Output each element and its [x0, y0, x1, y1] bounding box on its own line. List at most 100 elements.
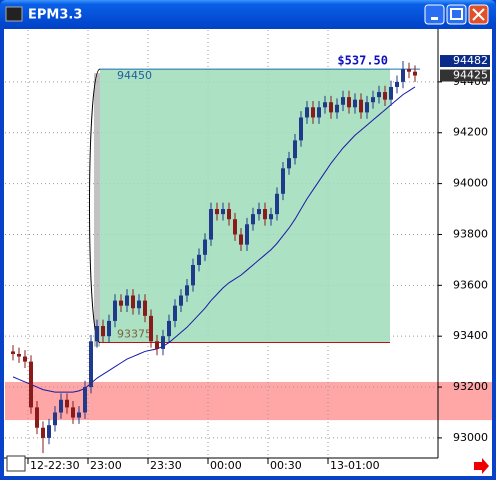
candle-body: [167, 320, 171, 337]
candle-body: [209, 209, 213, 240]
corner-box[interactable]: [6, 455, 26, 472]
candle-body: [53, 412, 57, 426]
candle-body: [95, 326, 99, 342]
x-tick-label: 00:30: [270, 459, 302, 472]
candle-body: [197, 254, 201, 265]
candle-body: [29, 361, 33, 408]
candle-body: [221, 209, 225, 215]
plot: 9300093200934009360093800940009420094400…: [5, 30, 492, 472]
candle-body: [413, 71, 417, 76]
candle-body: [119, 300, 123, 306]
candle-body: [347, 97, 351, 108]
candle-body: [293, 140, 297, 159]
candle-body: [155, 341, 159, 349]
candle-body: [317, 107, 321, 118]
candle-body: [395, 81, 399, 87]
candle-body: [377, 92, 381, 98]
minimize-glyph: [431, 17, 438, 20]
price-marker: [440, 69, 490, 82]
candle-body: [101, 326, 105, 337]
candle-body: [263, 209, 267, 220]
candle-body: [353, 99, 357, 108]
x-tick-label: 13-01:00: [330, 459, 380, 472]
candle-body: [71, 407, 75, 418]
candle-body: [107, 320, 111, 337]
candle-body: [281, 168, 285, 194]
price-marker: [440, 55, 490, 68]
x-tick-label: 00:00: [210, 459, 242, 472]
candle-body: [179, 295, 183, 306]
candle-body: [401, 69, 405, 82]
candle-body: [23, 356, 27, 362]
candle-body: [41, 427, 45, 438]
minimize-button[interactable]: [424, 4, 445, 25]
candle-body: [305, 107, 309, 118]
candle-body: [245, 224, 249, 245]
profit-label: $537.50: [337, 54, 388, 68]
x-tick-label: 23:00: [90, 459, 122, 472]
candle-body: [113, 300, 117, 321]
y-tick-label: 94200: [453, 126, 488, 139]
box-shadow: [94, 73, 100, 347]
candle-body: [251, 214, 255, 225]
candle-body: [407, 69, 411, 72]
candle-body: [371, 97, 375, 103]
x-tick-label: 12-22:30: [30, 459, 80, 472]
price-marker-label: 94482: [453, 54, 488, 67]
target-top-label: 94450: [117, 69, 152, 82]
candle-body: [389, 86, 393, 100]
window-title: EPM3.3: [28, 8, 82, 23]
candle-body: [203, 239, 207, 255]
candle-body: [323, 102, 327, 108]
title-bar: [0, 0, 496, 28]
candle-body: [125, 295, 129, 306]
target-box: [100, 69, 390, 343]
candle-body: [65, 399, 69, 408]
candle-body: [239, 234, 243, 245]
candle-body: [161, 336, 165, 349]
moving-average: [12, 86, 416, 393]
candle-body: [383, 92, 387, 100]
candle-body: [233, 219, 237, 235]
scroll-arrow[interactable]: [474, 458, 489, 474]
candle-body: [47, 425, 51, 438]
y-tick-label: 93800: [453, 227, 488, 240]
candle-body: [83, 387, 87, 413]
price-marker-label: 94425: [453, 69, 488, 82]
close-glyph: [472, 8, 485, 21]
candle-body: [269, 214, 273, 220]
y-tick-label: 93600: [453, 278, 488, 291]
candle-body: [329, 102, 333, 113]
candle-body: [11, 351, 15, 354]
y-tick-label: 93400: [453, 329, 488, 342]
candle-body: [299, 117, 303, 141]
candle-body: [185, 285, 189, 296]
x-tick-label: 23:30: [150, 459, 182, 472]
candle-body: [143, 300, 147, 316]
candle-body: [311, 107, 315, 118]
maximize-glyph: [450, 8, 463, 20]
candle-body: [359, 99, 363, 113]
candle-body: [341, 97, 345, 105]
candle-body: [59, 399, 63, 413]
y-tick-label: 93000: [453, 431, 488, 444]
candle-body: [77, 412, 81, 418]
candle-body: [227, 209, 231, 220]
y-tick-label: 93200: [453, 380, 488, 393]
candle-body: [89, 341, 93, 388]
candle-body: [131, 295, 135, 309]
candle-body: [257, 209, 261, 215]
candle-body: [17, 353, 21, 357]
candle-body: [149, 315, 153, 342]
candle-body: [335, 104, 339, 113]
candle-body: [137, 300, 141, 309]
target-bottom-label: 93375: [117, 328, 152, 341]
y-tick-label: 94000: [453, 177, 488, 190]
candle-body: [191, 264, 195, 286]
maximize-button[interactable]: [446, 4, 467, 25]
candle-body: [275, 193, 279, 215]
candle-body: [173, 305, 177, 321]
candle-body: [35, 407, 39, 428]
candle-body: [215, 209, 219, 215]
